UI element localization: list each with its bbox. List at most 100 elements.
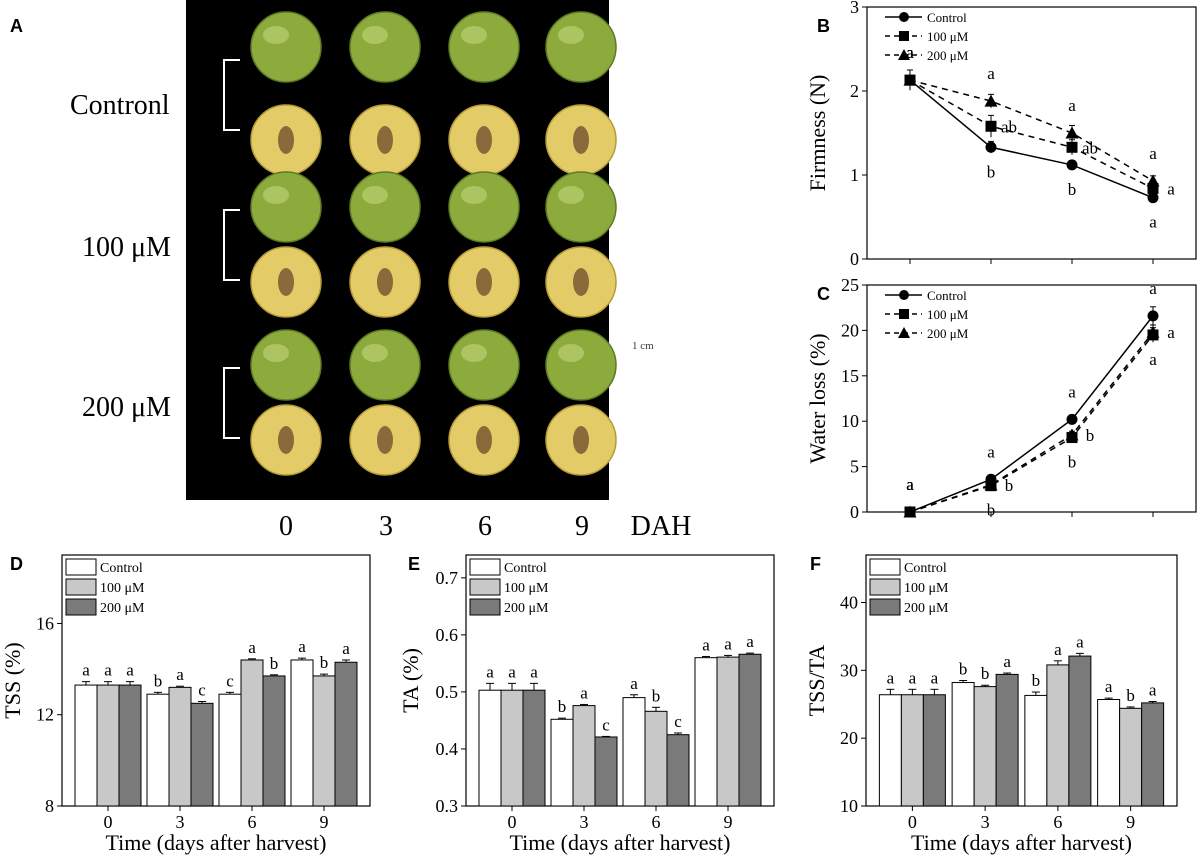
significance-letter: a bbox=[1068, 96, 1076, 115]
bar bbox=[240, 659, 264, 807]
fruit-halved bbox=[545, 404, 617, 476]
y-tick-label: 0.5 bbox=[436, 682, 459, 702]
legend-label: 200 μM bbox=[504, 601, 549, 616]
fruit-skin bbox=[250, 11, 322, 83]
fruit-pit bbox=[377, 126, 393, 154]
x-tick-label: 3 bbox=[580, 812, 589, 832]
x-tick-label: 0 bbox=[908, 812, 917, 832]
fruit-highlight bbox=[362, 26, 388, 44]
significance-letter: a bbox=[906, 43, 914, 62]
y-axis-label: TA (%) bbox=[398, 648, 423, 713]
bar bbox=[312, 675, 336, 807]
fruit-halved bbox=[349, 104, 421, 176]
bar bbox=[738, 653, 762, 807]
marker-triangle bbox=[898, 49, 910, 60]
series-line bbox=[909, 334, 1154, 513]
bar bbox=[1046, 664, 1070, 807]
significance-letter: a bbox=[906, 475, 914, 494]
legend-label: Control bbox=[927, 288, 967, 303]
y-tick-label: 1 bbox=[850, 165, 859, 185]
series-line bbox=[909, 315, 1154, 513]
legend: Control 100 μM 200 μM bbox=[469, 558, 549, 616]
legend-label: 100 μM bbox=[927, 29, 969, 44]
legend-swatch bbox=[65, 558, 97, 576]
fruit-whole bbox=[250, 329, 322, 401]
bar bbox=[900, 694, 924, 807]
y-tick-label: 30 bbox=[840, 660, 858, 680]
significance-letter: a bbox=[887, 668, 895, 687]
col-label-unit: DAH bbox=[631, 511, 692, 542]
legend: Control 100 μM 200 μM bbox=[65, 558, 145, 616]
fruit-skin bbox=[349, 171, 421, 243]
significance-letter: b bbox=[270, 654, 279, 673]
bar bbox=[500, 689, 524, 807]
significance-letter: b bbox=[987, 162, 996, 181]
legend: Control 100 μM 200 μM bbox=[885, 288, 969, 341]
bar bbox=[118, 684, 142, 807]
col-label-9: 9 bbox=[575, 511, 589, 542]
row-label-control: Contronl bbox=[70, 90, 170, 121]
y-tick-label: 20 bbox=[840, 728, 858, 748]
legend-label: 200 μM bbox=[100, 601, 145, 616]
marker-square bbox=[1066, 141, 1078, 153]
fruit-highlight bbox=[263, 344, 289, 362]
legend-swatch bbox=[869, 558, 901, 576]
marker-circle bbox=[899, 290, 909, 300]
bar bbox=[262, 675, 286, 807]
y-tick-label: 10 bbox=[840, 796, 858, 816]
significance-letter: a bbox=[1105, 677, 1113, 696]
significance-letter: a bbox=[176, 665, 184, 684]
significance-letter: a bbox=[987, 442, 995, 461]
fruit-pit bbox=[573, 126, 589, 154]
bar bbox=[96, 684, 120, 807]
fruit-halved bbox=[545, 246, 617, 318]
marker-triangle bbox=[1146, 174, 1160, 187]
significance-letter: a bbox=[104, 661, 112, 680]
significance-letter: b bbox=[652, 686, 661, 705]
significance-letter: b bbox=[1068, 453, 1077, 472]
fruit-highlight bbox=[263, 26, 289, 44]
y-tick-label: 3 bbox=[850, 0, 859, 17]
legend-swatch bbox=[469, 598, 501, 616]
fruit-skin bbox=[545, 329, 617, 401]
row-label-200: 200 μM bbox=[82, 392, 171, 423]
y-tick-label: 25 bbox=[841, 275, 859, 295]
y-tick-label: 8 bbox=[45, 796, 54, 816]
bracket-100 bbox=[223, 209, 240, 281]
legend-label: Control bbox=[904, 561, 947, 576]
panel-letter-b: B bbox=[817, 16, 830, 36]
significance-letter: c bbox=[226, 671, 234, 690]
significance-letter: a bbox=[630, 674, 638, 693]
panel-letter-c: C bbox=[817, 284, 830, 304]
fruit-pit bbox=[476, 268, 492, 296]
legend-label: 100 μM bbox=[927, 307, 969, 322]
significance-letter: a bbox=[126, 661, 134, 680]
panel-letter-e: E bbox=[408, 554, 420, 574]
x-tick-label: 9 bbox=[320, 812, 329, 832]
significance-letter: ab bbox=[1001, 117, 1017, 136]
bar bbox=[146, 693, 170, 807]
significance-letter: a bbox=[746, 632, 754, 651]
fruit-highlight bbox=[558, 186, 584, 204]
significance-letter: a bbox=[1068, 382, 1076, 401]
marker-triangle bbox=[1065, 428, 1079, 441]
marker-square bbox=[899, 309, 909, 319]
panel-letter-a: A bbox=[10, 16, 23, 36]
significance-letter: a bbox=[906, 475, 914, 494]
fruit-pit bbox=[573, 268, 589, 296]
legend-label: 100 μM bbox=[904, 581, 949, 596]
fruit-highlight bbox=[461, 344, 487, 362]
y-tick-label: 0 bbox=[850, 502, 859, 522]
significance-letter: a bbox=[342, 639, 350, 658]
col-label-3: 3 bbox=[379, 511, 393, 542]
bar bbox=[1119, 707, 1143, 807]
panel-letter-f: F bbox=[810, 554, 821, 574]
significance-letter: a bbox=[1003, 652, 1011, 671]
bar bbox=[334, 661, 358, 807]
legend-swatch bbox=[869, 598, 901, 616]
y-tick-label: 16 bbox=[36, 613, 54, 633]
marker-triangle bbox=[984, 94, 998, 107]
legend-label: Control bbox=[100, 561, 143, 576]
bar bbox=[550, 718, 574, 807]
